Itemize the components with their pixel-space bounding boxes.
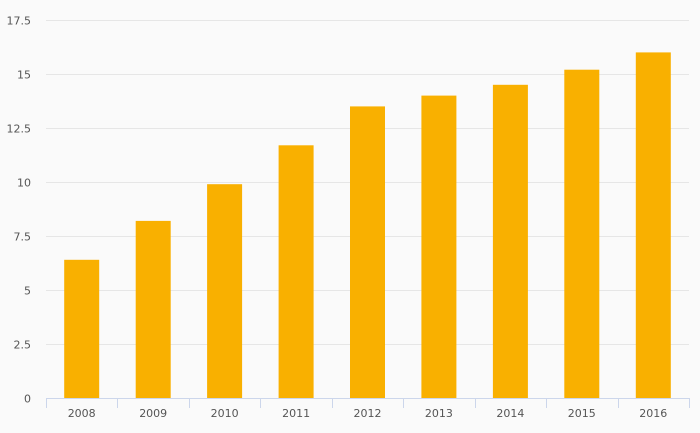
x-tick-label: 2012 [354,407,382,420]
y-tick-label: 2.5 [14,339,32,352]
y-axis: 0 2.5 5 7.5 10 12.5 15 17.5 [7,15,32,406]
y-tick-label: 7.5 [14,231,32,244]
x-tick-label: 2011 [282,407,310,420]
x-axis: 2008 2009 2010 2011 2012 2013 2014 2015 2016 [46,398,690,420]
x-tick-label: 2010 [211,407,239,420]
bar-2012 [350,106,385,399]
y-tick-label: 17.5 [7,15,32,28]
bar-2013 [421,95,457,398]
y-tick-label: 5 [24,285,31,298]
bar-2016 [635,52,671,399]
bar-2009 [135,220,171,398]
y-tick-label: 15 [17,69,31,82]
bar-2008 [64,259,100,398]
x-tick-label: 2014 [496,407,524,420]
y-tick-label: 0 [24,393,31,406]
x-tick-label: 2008 [68,407,96,420]
bars [64,52,671,399]
x-tick-label: 2013 [425,407,453,420]
x-tick-label: 2016 [639,407,667,420]
bar-2011 [278,145,314,398]
bar-2014 [492,84,528,399]
bar-2015 [564,69,600,398]
y-tick-label: 12.5 [7,123,32,136]
x-tick-label: 2015 [568,407,596,420]
y-tick-label: 10 [17,177,31,190]
bar-2010 [207,184,243,398]
x-tick-label: 2009 [139,407,167,420]
